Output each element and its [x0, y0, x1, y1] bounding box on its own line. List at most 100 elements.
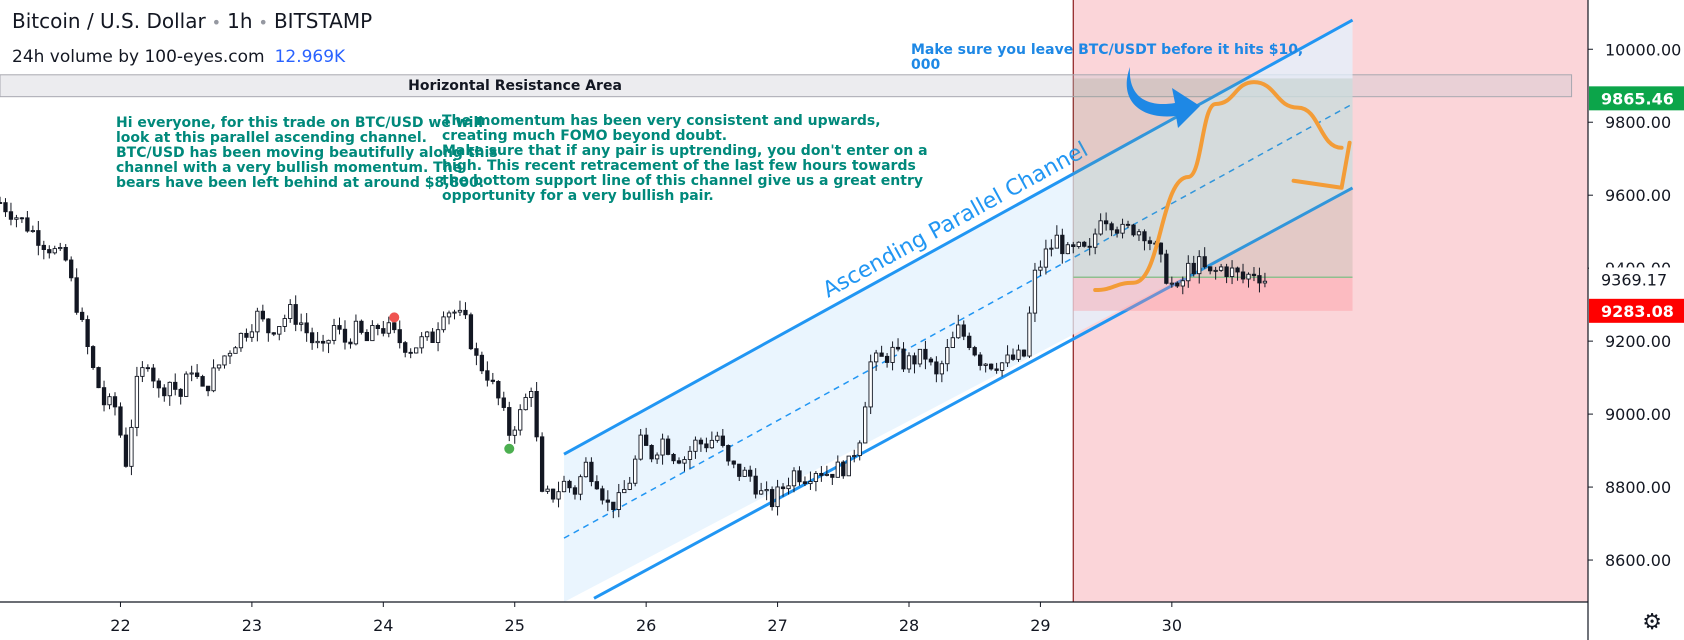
candle [939, 360, 944, 383]
candle-body [446, 312, 452, 318]
candle [1197, 250, 1202, 284]
candle [30, 225, 36, 233]
candle [474, 342, 479, 366]
candle-body [244, 332, 249, 338]
candle-body [474, 348, 479, 356]
candle-body [507, 407, 512, 436]
candle [649, 444, 654, 463]
candle-body [912, 355, 917, 365]
candle [972, 345, 977, 357]
candle-body [216, 364, 222, 369]
candle [775, 479, 780, 516]
candle [3, 198, 8, 217]
candle-body [813, 472, 819, 482]
candle [134, 366, 140, 437]
candle-body [134, 375, 140, 428]
candle-body [189, 372, 194, 375]
candle-body [293, 304, 298, 325]
interval-label[interactable]: 1h [227, 9, 253, 33]
candle [1251, 267, 1257, 282]
candle-body [1032, 269, 1038, 314]
chart-title: Bitcoin / U.S. Dollar • 1h • BITSTAMP [12, 9, 372, 33]
candle-body [1180, 280, 1185, 287]
warning-annotation: Make sure you leave BTC/USDT before it h… [911, 42, 1303, 73]
candle-body [381, 328, 386, 334]
candle [611, 501, 616, 519]
candle-body [1065, 244, 1070, 255]
candle-body [1093, 233, 1098, 248]
candle-body [140, 367, 145, 377]
x-tick-label: 26 [636, 616, 656, 635]
candle-body [457, 309, 463, 313]
candle [704, 437, 709, 453]
candle-body [364, 331, 370, 342]
candle [983, 363, 988, 373]
candle-body [184, 373, 189, 397]
candle-body [36, 230, 41, 246]
candle [786, 477, 791, 495]
channel-fill [564, 20, 1353, 603]
gear-icon[interactable]: ⚙ [1642, 610, 1662, 635]
candle [1262, 272, 1268, 288]
candle-body [967, 335, 972, 348]
candle [676, 457, 682, 465]
candle-body [1158, 242, 1164, 255]
candle [956, 314, 961, 339]
candle-body [1235, 267, 1240, 273]
symbol-name[interactable]: Bitcoin / U.S. Dollar [12, 9, 206, 33]
candle-body [999, 362, 1005, 371]
candle-body [501, 397, 506, 408]
candle [1071, 241, 1076, 254]
candle [156, 378, 161, 398]
y-tick-label: 9000.00 [1605, 405, 1671, 424]
candle [370, 320, 375, 342]
candle [600, 485, 605, 505]
candle-body [1164, 253, 1169, 284]
candle [512, 426, 517, 444]
candle-body [797, 470, 802, 483]
candle [1147, 236, 1153, 251]
candle-body [58, 246, 63, 250]
candle-body [1005, 354, 1010, 364]
candle [802, 476, 808, 487]
candle [255, 307, 260, 342]
y-tick-label: 8600.00 [1605, 551, 1671, 570]
candle-body [47, 249, 52, 254]
candle [545, 485, 550, 494]
candle [846, 455, 851, 477]
volume-indicator[interactable]: 24h volume by 100-eyes.com 12.969K [12, 47, 345, 67]
candle-body [1240, 271, 1246, 280]
candle-body [1109, 223, 1114, 231]
markers-layer [389, 312, 515, 454]
candle [8, 202, 14, 226]
candle-body [41, 244, 46, 250]
candle-body [769, 489, 775, 508]
candle-body [578, 476, 583, 495]
candle [901, 342, 906, 372]
candle-body [359, 320, 364, 333]
candle-body [419, 336, 424, 349]
candle [216, 364, 222, 371]
candle-body [1087, 245, 1092, 248]
candle-body [485, 370, 490, 381]
candle-body [868, 361, 873, 408]
candle-body [627, 482, 632, 490]
candle-body [550, 488, 556, 500]
candle-body [30, 230, 36, 233]
candle [1202, 247, 1207, 269]
candle [392, 320, 397, 334]
candle [726, 444, 731, 466]
candle [1180, 276, 1185, 295]
candle-body [342, 328, 348, 343]
candle-body [518, 409, 523, 431]
candle [994, 362, 999, 374]
price-tag-label: 9865.46 [1601, 89, 1674, 108]
y-tick-label: 9200.00 [1605, 332, 1671, 351]
candle [1164, 249, 1169, 285]
candle-body [983, 363, 988, 366]
candle [1186, 255, 1191, 288]
candle [452, 309, 457, 320]
candle [1169, 276, 1174, 288]
